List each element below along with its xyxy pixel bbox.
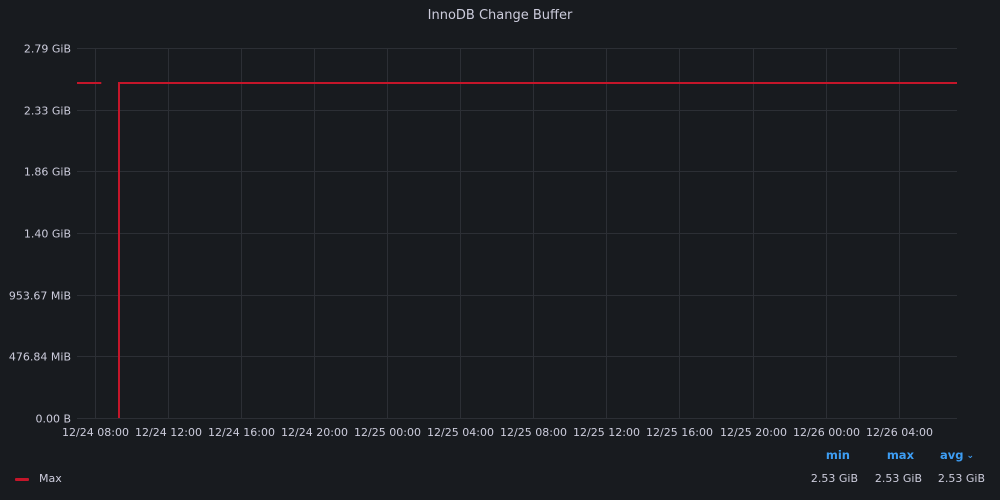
x-tick-label: 12/25 16:00 xyxy=(646,426,713,439)
x-tick-label: 12/24 08:00 xyxy=(62,426,129,439)
x-tick-label: 12/24 16:00 xyxy=(208,426,275,439)
x-tick-label: 12/25 08:00 xyxy=(500,426,567,439)
y-tick-label: 953.67 MiB xyxy=(9,290,71,303)
series-layer xyxy=(77,82,957,418)
y-tick-label: 2.33 GiB xyxy=(24,105,71,118)
series-color-swatch[interactable] xyxy=(15,478,29,481)
y-tick-label: 476.84 MiB xyxy=(9,351,71,364)
x-tick-label: 12/25 12:00 xyxy=(573,426,640,439)
x-axis-ticks: 12/24 08:00 12/24 12:00 12/24 16:00 12/24 2… xyxy=(62,426,933,439)
x-tick-label: 12/26 04:00 xyxy=(866,426,933,439)
legend-header-min[interactable]: min xyxy=(825,448,850,462)
x-tick-label: 12/25 00:00 xyxy=(354,426,421,439)
plot-area: 0.00 B 476.84 MiB 953.67 MiB 1.40 GiB 1.86 G… xyxy=(9,43,957,439)
y-tick-label: 2.79 GiB xyxy=(24,43,71,56)
legend-header-max[interactable]: max xyxy=(886,448,914,462)
y-tick-label: 0.00 B xyxy=(35,413,71,426)
chevron-down-icon: ⌄ xyxy=(966,451,974,461)
y-axis-ticks: 0.00 B 476.84 MiB 953.67 MiB 1.40 GiB 1.86 G… xyxy=(9,43,71,426)
series-line-max xyxy=(118,82,957,418)
legend-value-min: 2.53 GiB xyxy=(810,472,858,485)
x-tick-label: 12/24 20:00 xyxy=(281,426,348,439)
y-tick-label: 1.86 GiB xyxy=(24,166,71,179)
legend-value-avg: 2.53 GiB xyxy=(937,472,985,485)
x-tick-label: 12/26 00:00 xyxy=(793,426,860,439)
x-tick-label: 12/25 20:00 xyxy=(720,426,787,439)
panel-title[interactable]: InnoDB Change Buffer xyxy=(427,8,573,23)
legend-series-name[interactable]: Max xyxy=(39,472,62,485)
legend-header-avg[interactable]: avg ⌄ xyxy=(939,448,974,462)
y-tick-label: 1.40 GiB xyxy=(24,228,71,241)
legend: min max avg ⌄ Max 2.53 GiB 2.53 GiB 2.53 … xyxy=(0,440,1000,500)
legend-value-max: 2.53 GiB xyxy=(874,472,922,485)
x-tick-label: 12/25 04:00 xyxy=(427,426,494,439)
x-tick-label: 12/24 12:00 xyxy=(135,426,202,439)
legend-series-row[interactable]: Max 2.53 GiB 2.53 GiB 2.53 GiB xyxy=(0,470,1000,488)
grid-layer xyxy=(77,48,957,419)
